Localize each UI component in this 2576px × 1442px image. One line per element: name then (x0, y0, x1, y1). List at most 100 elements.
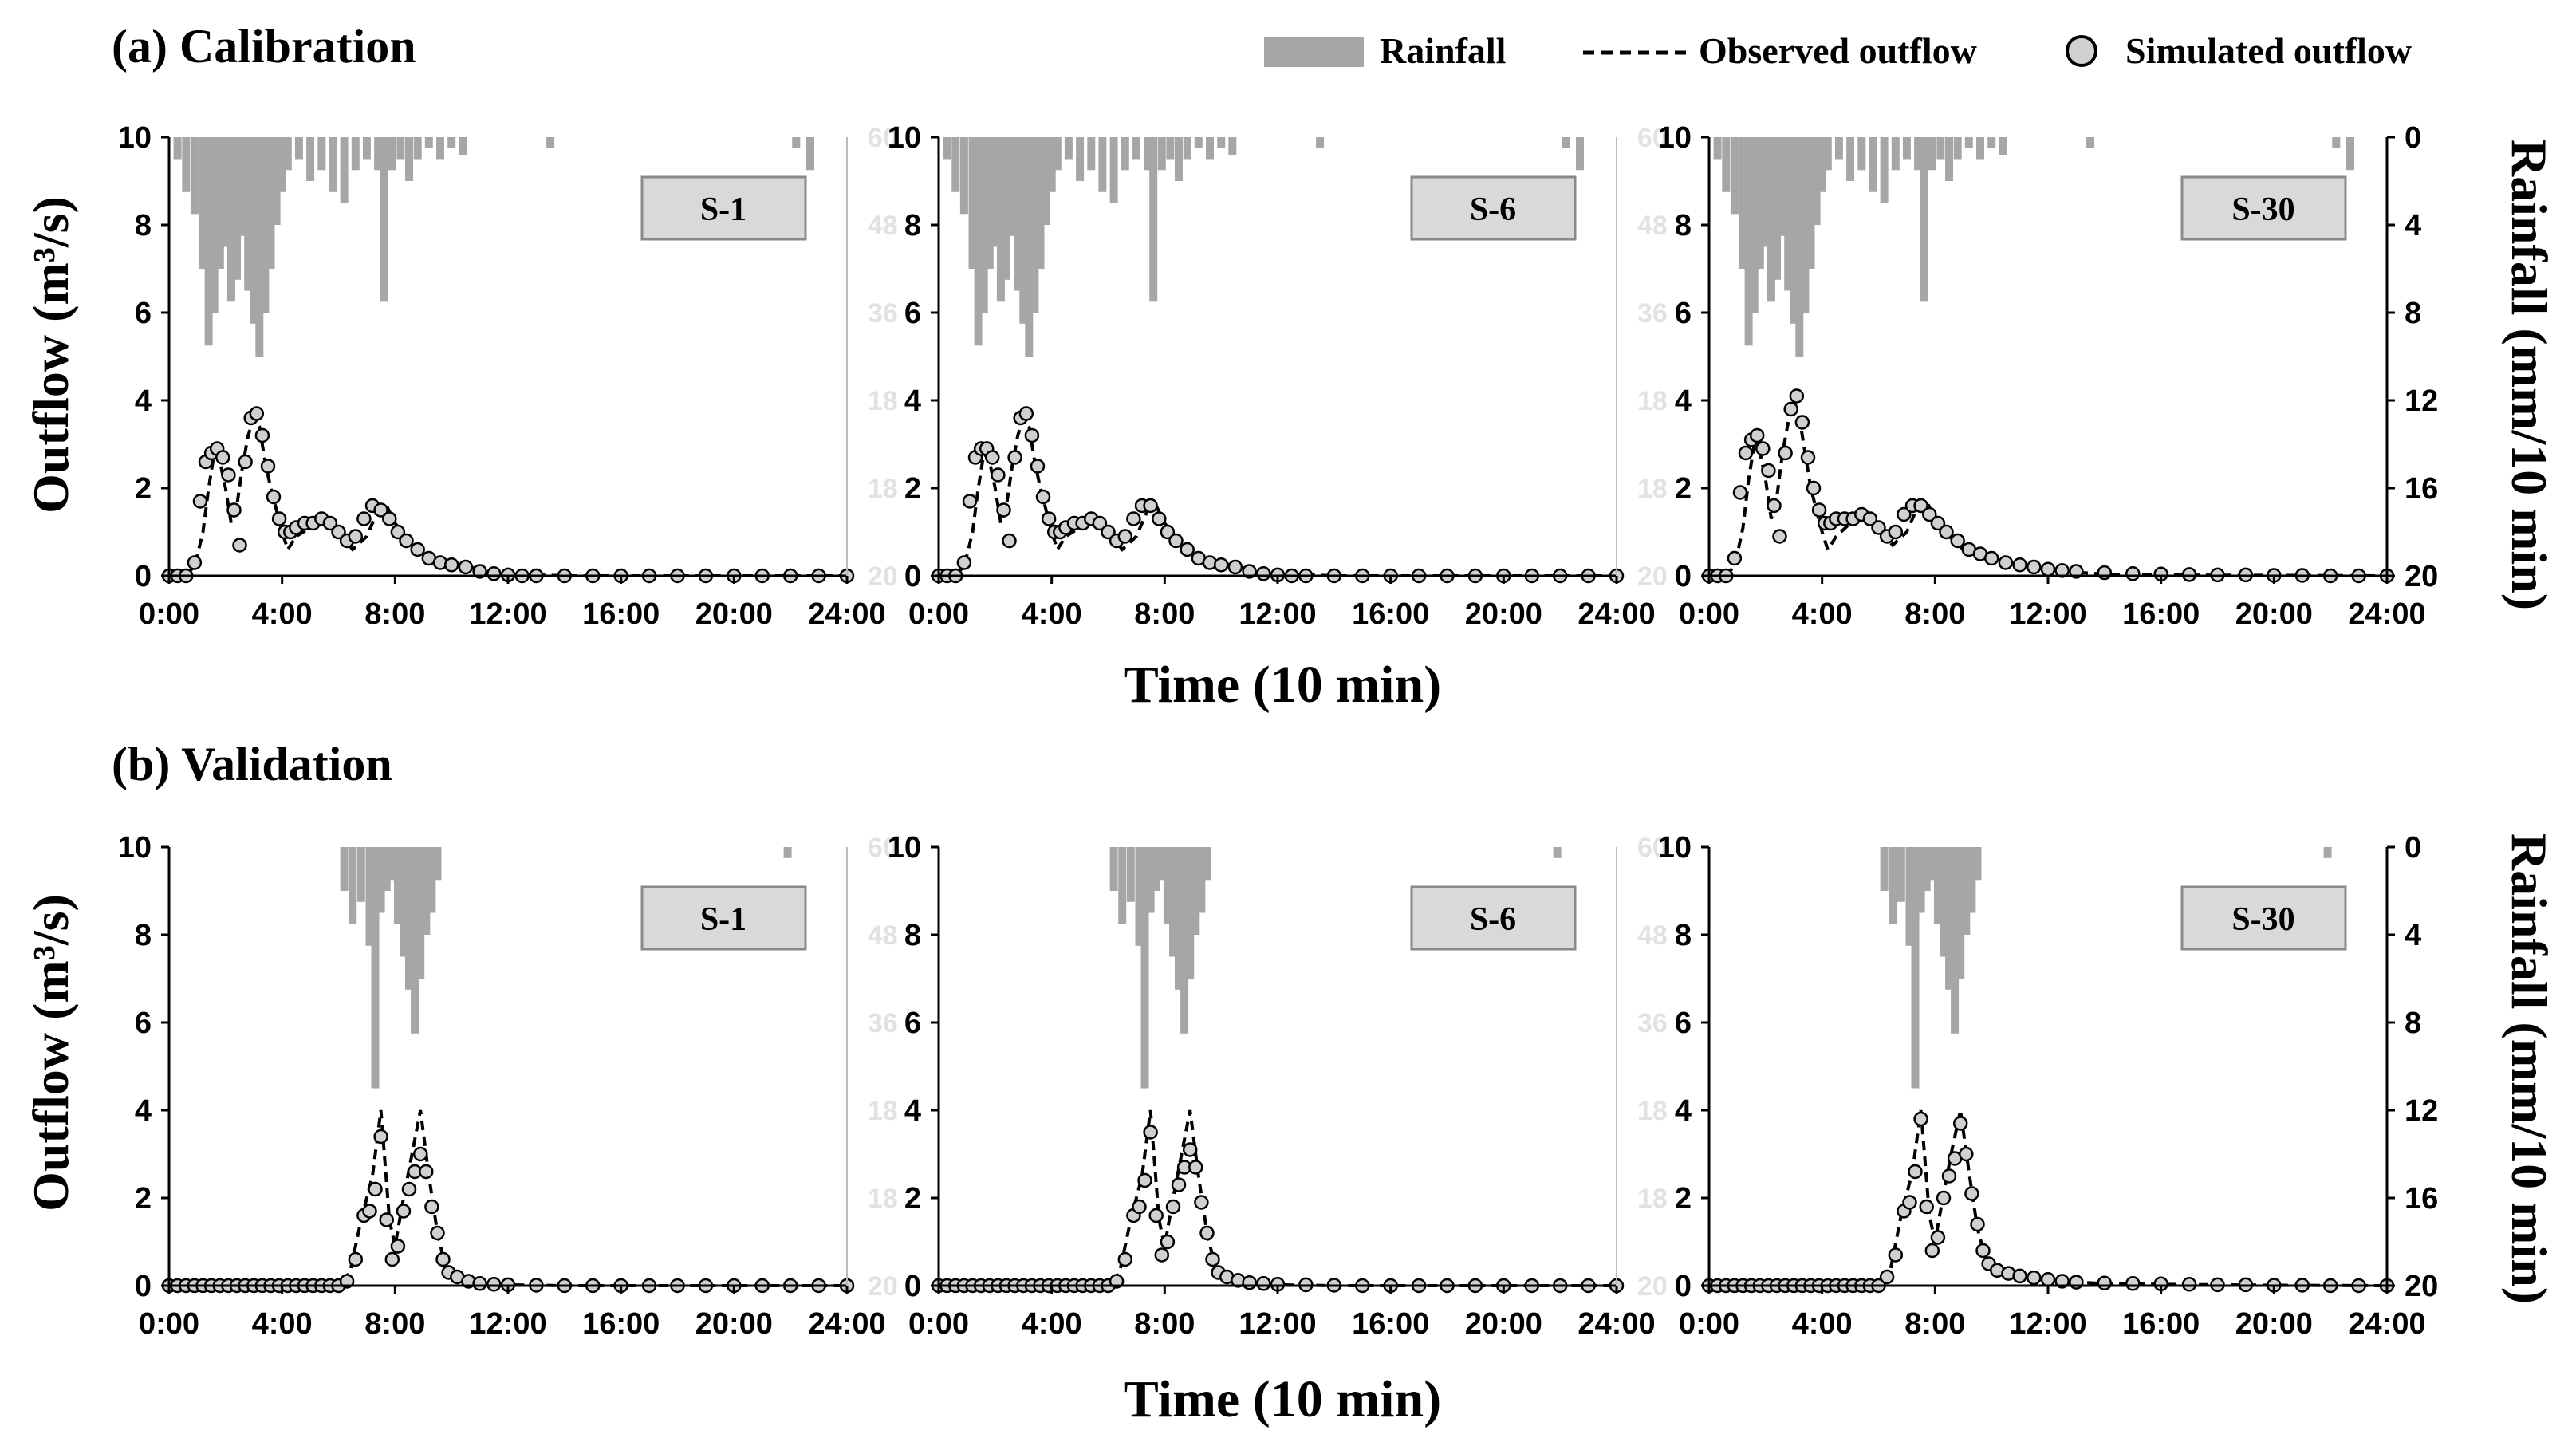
simulated-outflow-point (472, 1276, 487, 1291)
y-left-tick-label: 0 (1675, 560, 1692, 593)
y-right-tick-label: 0 (2405, 831, 2421, 865)
simulated-outflow-point (1772, 529, 1787, 544)
simulated-outflow-point (221, 467, 236, 483)
rainfall-bar (190, 137, 199, 215)
rainfall-bar (233, 137, 241, 280)
rainfall-bar (306, 137, 315, 181)
y-right-tick-label: 8 (2405, 297, 2421, 330)
rainfall-bar (1767, 137, 1775, 302)
y-right-tick-label-faint: 18 (868, 1184, 898, 1214)
rainfall-bar (396, 137, 405, 160)
site-label: S-1 (700, 191, 746, 228)
simulated-outflow-point (1902, 1195, 1917, 1210)
rainfall-bar (1812, 137, 1821, 225)
simulated-outflow-point (266, 489, 282, 505)
rainfall-bar (173, 137, 182, 160)
simulated-outflow-point (1168, 533, 1184, 549)
rainfall-bar (1795, 137, 1804, 357)
rainfall-bar (356, 847, 365, 902)
simulated-outflow-point (1755, 441, 1771, 456)
simulated-outflow-point (1789, 388, 1805, 404)
rainfall-bar (951, 137, 960, 192)
x-tick-label: 4:00 (1022, 1307, 1082, 1341)
simulated-outflow-point (443, 557, 459, 573)
simulated-outflow-point (1738, 445, 1754, 461)
rainfall-bar (1169, 847, 1177, 957)
rainfall-bar (985, 137, 994, 269)
rainfall-bar (546, 137, 555, 148)
rainfall-bar (1002, 137, 1010, 280)
site-label-box (640, 885, 807, 951)
simulated-outflow-point (1199, 1225, 1215, 1241)
simulated-outflow-point (226, 502, 242, 518)
rainfall-bar (1744, 137, 1753, 346)
simulated-outflow-point (1171, 1177, 1187, 1192)
rainfall-bar (1933, 847, 1942, 924)
simulated-outflow-point (1194, 1195, 1209, 1210)
rainfall-bar (1228, 137, 1237, 155)
y-left-tick-label: 6 (904, 297, 921, 330)
x-tick-label: 12:00 (1239, 1307, 1316, 1341)
simulated-outflow-point (1227, 559, 1243, 575)
x-tick-label: 4:00 (1792, 597, 1853, 631)
y-left-tick-label: 6 (1675, 297, 1692, 330)
y-right-tick-label-faint: 48 (1637, 211, 1668, 241)
rainfall-bar (1962, 847, 1971, 935)
simulated-outflow-point (1913, 1111, 1928, 1127)
rainfall-bar (1914, 137, 1923, 171)
y-right-tick-label-faint: 18 (1637, 1184, 1668, 1214)
chart-validation-s-1: 0 2 4 6 8 10 20 18 18 36 48 60 0:00 4:00 8:00 12:00 16:0… (118, 831, 898, 1341)
rainfall-bar (1869, 137, 1877, 192)
legend: Rainfall Observed outflow Simulated outf… (1264, 30, 2412, 71)
simulated-outflow-point (373, 1129, 388, 1145)
rainfall-bar (238, 137, 247, 236)
y-left-tick-label: 10 (1658, 831, 1692, 865)
simulated-outflow-point (390, 524, 406, 540)
y-right-tick-label-faint: 36 (868, 1008, 898, 1038)
observed-outflow-line (939, 1109, 1617, 1287)
rainfall-bar (1945, 847, 1953, 990)
rainfall-bar (1146, 847, 1155, 913)
simulated-outflow-point (249, 406, 265, 421)
rainfall-bar (400, 847, 408, 957)
simulated-outflow-point (399, 533, 414, 549)
rainfall-bar (1880, 847, 1889, 891)
rainfall-bar (1755, 137, 1764, 269)
simulated-outflow-point (2181, 1277, 2197, 1292)
y-left-tick-label: 8 (1675, 919, 1692, 952)
y-right-tick-label-faint: 20 (868, 561, 898, 592)
rainfall-bar (1076, 137, 1085, 181)
simulated-outflow-point (1950, 533, 1965, 549)
y-left-tick-label: 10 (1658, 121, 1692, 155)
simulated-outflow-point (271, 511, 287, 526)
simulated-outflow-point (1030, 459, 1046, 474)
simulated-outflow-point (1018, 406, 1034, 421)
y-right-tick-label-faint: 20 (868, 1271, 898, 1302)
rainfall-bar (1911, 847, 1920, 1089)
x-tick-label: 20:00 (2235, 1307, 2313, 1341)
rainfall-bar (1109, 137, 1118, 203)
simulated-outflow-point (1727, 550, 1743, 566)
rainfall-bar (1126, 847, 1135, 902)
rainfall-bar (266, 137, 275, 269)
simulated-outflow-point (1888, 1247, 1904, 1263)
rainfall-bar (1953, 137, 1962, 160)
simulated-outflow-point (486, 1277, 502, 1292)
simulated-outflow-point (215, 450, 230, 465)
x-tick-label: 0:00 (1679, 1307, 1739, 1341)
y-left-tick-label: 0 (904, 1270, 921, 1303)
rainfall-bar (1203, 847, 1211, 881)
rainfall-bar (974, 137, 983, 346)
simulated-outflow-point (1154, 1247, 1170, 1263)
simulated-outflow-point (1024, 427, 1040, 443)
rainfall-bar (424, 137, 433, 148)
simulated-outflow-point (1970, 1216, 1985, 1232)
simulated-outflow-point (1975, 1243, 1991, 1259)
simulated-outflow-point (1761, 463, 1776, 479)
rainfall-bar (1157, 847, 1166, 881)
y-left-tick-label: 6 (135, 297, 152, 330)
y-right-tick-label: 8 (2405, 1007, 2421, 1040)
rainfall-bar (329, 137, 337, 192)
y-left-tick-label: 2 (1675, 1182, 1692, 1215)
